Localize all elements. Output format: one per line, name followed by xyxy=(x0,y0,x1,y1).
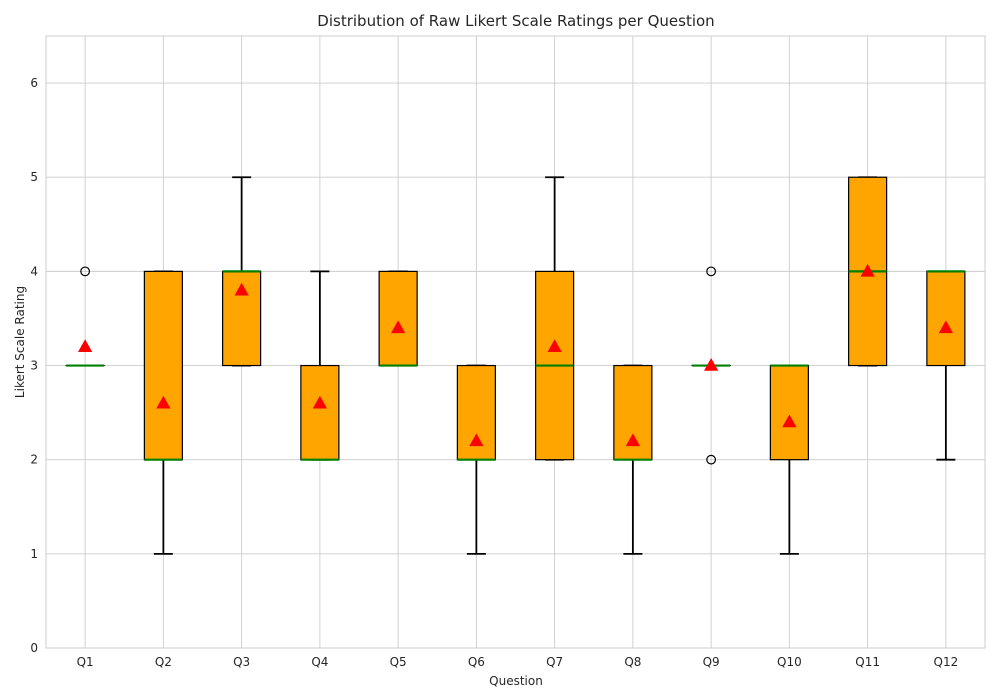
x-tick-label: Q10 xyxy=(777,655,802,669)
mean-marker xyxy=(860,263,875,277)
mean-marker xyxy=(312,395,327,409)
box-q2 xyxy=(143,270,183,555)
x-tick-label: Q8 xyxy=(624,655,641,669)
y-tick-label: 0 xyxy=(30,641,38,655)
outlier-point xyxy=(706,454,717,465)
y-tick-label: 4 xyxy=(30,264,38,278)
iqr-box xyxy=(926,270,966,367)
outlier-point xyxy=(80,266,91,277)
iqr-box xyxy=(300,364,340,461)
box-q9 xyxy=(691,266,731,465)
x-tick-label: Q9 xyxy=(703,655,720,669)
mean-marker xyxy=(469,433,484,447)
outlier-point xyxy=(706,266,717,277)
mean-marker xyxy=(234,282,249,296)
x-tick-label: Q3 xyxy=(233,655,250,669)
x-axis-title: Question xyxy=(489,674,543,688)
box-q8 xyxy=(613,364,653,555)
y-tick-label: 2 xyxy=(30,453,38,467)
y-tick-label: 1 xyxy=(30,547,38,561)
x-tick-label: Q6 xyxy=(468,655,485,669)
mean-marker xyxy=(704,358,719,371)
y-axis-title: Likert Scale Rating xyxy=(13,286,27,398)
x-tick-label: Q11 xyxy=(855,655,880,669)
x-tick-label: Q1 xyxy=(77,655,94,669)
box-q6 xyxy=(456,364,496,555)
iqr-box xyxy=(378,270,418,367)
iqr-box xyxy=(143,270,183,461)
box-q5 xyxy=(378,270,418,367)
y-tick-label: 5 xyxy=(30,170,38,184)
x-tick-label: Q2 xyxy=(155,655,172,669)
iqr-box xyxy=(769,364,809,461)
box-q11 xyxy=(848,176,888,367)
box-q3 xyxy=(222,176,262,367)
y-tick-label: 6 xyxy=(30,76,38,90)
x-tick-label: Q4 xyxy=(311,655,328,669)
x-tick-label: Q5 xyxy=(390,655,407,669)
box-q4 xyxy=(300,270,340,461)
box-q12 xyxy=(926,270,966,461)
boxes xyxy=(65,176,966,555)
mean-marker xyxy=(625,433,640,447)
mean-marker xyxy=(78,339,93,352)
chart-title: Distribution of Raw Likert Scale Ratings… xyxy=(317,12,714,30)
y-tick-label: 3 xyxy=(30,359,38,373)
x-tick-label: Q7 xyxy=(546,655,563,669)
mean-marker xyxy=(547,339,562,352)
box-q1 xyxy=(65,266,105,367)
box-q10 xyxy=(769,364,809,555)
mean-marker xyxy=(391,320,406,334)
mean-marker xyxy=(938,320,953,334)
mean-marker xyxy=(156,395,171,409)
axes-frame xyxy=(45,35,986,649)
mean-marker xyxy=(782,414,797,428)
ticks: 0 1 2 3 4 5 6 Q1 Q2 Q3 Q4 Q5 Q6 Q7 Q8 Q9 Q10 Q11 Q12 xyxy=(30,76,958,669)
box-q7 xyxy=(535,176,575,461)
x-tick-label: Q12 xyxy=(934,655,959,669)
